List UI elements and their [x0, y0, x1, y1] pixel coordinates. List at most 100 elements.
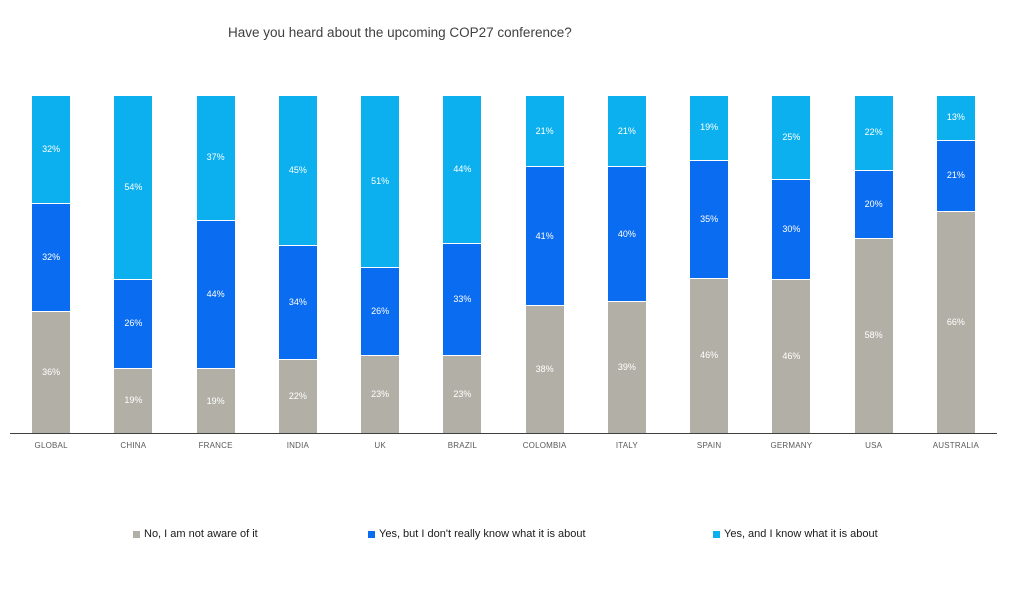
bar-segment: 51%: [361, 96, 400, 268]
bar-segment: 44%: [443, 96, 482, 245]
bar-segment-value: 41%: [535, 230, 554, 241]
bar-segment: 19%: [196, 369, 235, 434]
bar-segment: 37%: [196, 96, 235, 221]
bar-slot-france: 37% 44% 19%: [175, 96, 257, 434]
legend-item-yes-know: Yes, and I know what it is about: [713, 528, 878, 540]
bar-segment: 38%: [525, 305, 564, 433]
x-axis-label-china: CHINA: [120, 441, 147, 450]
bar-segment: 22%: [278, 360, 317, 433]
bar-segment: 23%: [361, 355, 400, 433]
bar-segment: 26%: [114, 279, 153, 369]
bar-segment-value: 20%: [864, 198, 883, 209]
bar-segment: 46%: [772, 280, 811, 433]
bar-segment: 40%: [607, 167, 646, 303]
bar-segment-value: 26%: [371, 305, 390, 316]
bar-segment: 41%: [525, 167, 564, 306]
legend-item-yes-dont-know: Yes, but I don't really know what it is …: [368, 528, 586, 540]
stacked-bar-colombia: 21% 41% 38%: [525, 96, 564, 433]
bar-segment-value: 23%: [371, 388, 390, 399]
bar-segment-value: 33%: [453, 294, 472, 305]
x-axis-label-india: INDIA: [286, 441, 310, 450]
x-axis-label-uk: UK: [374, 441, 386, 450]
bar-segment-value: 21%: [617, 125, 636, 136]
bar-segment-value: 58%: [864, 330, 883, 341]
bar-segment: 34%: [278, 246, 317, 361]
bar-slot-global: 32% 32% 36%: [10, 96, 92, 433]
bar-segment-value: 38%: [535, 363, 554, 374]
bar-segment-value: 21%: [946, 170, 965, 181]
legend-swatch-blue: [368, 530, 375, 538]
legend-label: No, I am not aware of it: [144, 528, 258, 540]
bar-segment: 45%: [278, 96, 317, 247]
bar-slot-china: 54% 26% 19%: [92, 96, 174, 434]
bar-segment-value: 54%: [124, 181, 143, 192]
bar-segment: 46%: [690, 278, 729, 433]
bar-segment-value: 44%: [453, 164, 472, 175]
bar-slot-uk: 51% 26% 23%: [339, 96, 421, 433]
bar-segment: 35%: [690, 160, 729, 279]
bar-slot-australia: 13% 21% 66%: [915, 96, 997, 433]
bar-segment: 21%: [936, 140, 975, 212]
bar-segment: 22%: [854, 96, 893, 171]
stacked-bar-germany: 25% 30% 46%: [772, 96, 811, 433]
bar-segment-value: 23%: [453, 388, 472, 399]
bar-segment-value: 39%: [617, 362, 636, 373]
bar-segment-value: 37%: [206, 152, 225, 163]
x-axis-label-colombia: COLOMBIA: [522, 441, 567, 450]
bar-slot-italy: 21% 40% 39%: [586, 96, 668, 433]
bar-segment-value: 66%: [946, 316, 965, 327]
stacked-bar-chart: 32% 32% 36% 54% 26% 19% 37% 44% 19% 45% 34% 22% 51% 2…: [10, 96, 997, 434]
stacked-bar-china: 54% 26% 19%: [114, 96, 153, 434]
stacked-bar-australia: 13% 21% 66%: [936, 96, 975, 433]
bar-segment: 26%: [361, 267, 400, 356]
bar-segment-value: 51%: [371, 175, 390, 186]
stacked-bar-global: 32% 32% 36%: [32, 96, 71, 433]
stacked-bar-spain: 19% 35% 46%: [690, 96, 729, 433]
bar-segment-value: 46%: [782, 351, 801, 362]
bar-segment-value: 32%: [42, 252, 61, 263]
x-axis-label-germany: GERMANY: [770, 441, 813, 450]
bar-slot-spain: 19% 35% 46%: [668, 96, 750, 433]
legend-label: Yes, and I know what it is about: [724, 528, 878, 540]
bar-segment-value: 22%: [864, 127, 883, 138]
bar-segment-value: 22%: [288, 391, 307, 401]
bar-segment: 32%: [32, 96, 71, 205]
x-axis-label-australia: AUSTRALIA: [932, 441, 979, 450]
bar-segment-value: 40%: [617, 228, 636, 239]
bar-segment: 13%: [936, 96, 975, 141]
chart-title: Have you heard about the upcoming COP27 …: [228, 25, 572, 40]
bar-segment-value: 46%: [700, 350, 719, 361]
bar-segment-value: 21%: [535, 125, 554, 136]
bar-segment: 25%: [772, 96, 811, 180]
x-axis-label-italy: ITALY: [615, 441, 638, 450]
bar-segment: 32%: [32, 204, 71, 313]
stacked-bar-brazil: 44% 33% 23%: [443, 96, 482, 433]
bar-segment: 33%: [443, 244, 482, 356]
bar-segment: 23%: [443, 355, 482, 433]
bar-segment-value: 13%: [946, 112, 965, 123]
bar-segment-value: 25%: [782, 131, 801, 142]
stacked-bar-usa: 22% 20% 58%: [854, 96, 893, 433]
bar-segment: 36%: [32, 312, 71, 433]
stacked-bar-italy: 21% 40% 39%: [607, 96, 646, 433]
bar-segment: 54%: [114, 96, 153, 280]
bar-segment-value: 34%: [288, 297, 307, 308]
bar-segment: 20%: [854, 170, 893, 239]
bar-segment-value: 19%: [124, 395, 143, 406]
bar-segment: 39%: [607, 302, 646, 433]
bar-slot-colombia: 21% 41% 38%: [504, 96, 586, 433]
bar-segment: 30%: [772, 179, 811, 281]
bar-segment: 21%: [607, 96, 646, 168]
bar-segment-value: 36%: [42, 367, 61, 378]
legend-label: Yes, but I don't really know what it is …: [379, 528, 586, 540]
x-axis-label-global: GLOBAL: [34, 441, 68, 450]
bar-segment-value: 19%: [700, 122, 719, 133]
x-axis-label-usa: USA: [865, 441, 883, 450]
bar-segment-value: 44%: [206, 289, 225, 300]
bar-segment: 44%: [196, 220, 235, 370]
stacked-bar-france: 37% 44% 19%: [196, 96, 235, 434]
bar-slot-india: 45% 34% 22%: [257, 96, 339, 433]
bar-segment-value: 45%: [288, 165, 307, 176]
bar-segment-value: 32%: [42, 144, 61, 155]
